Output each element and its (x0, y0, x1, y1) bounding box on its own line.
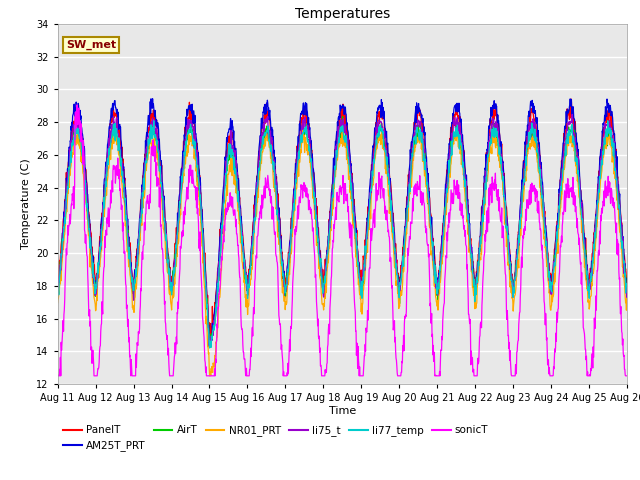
li75_t (207, 344, 214, 350)
li77_temp (604, 118, 612, 124)
Legend: PanelT, AM25T_PRT, AirT, NR01_PRT, li75_t, li77_temp, sonicT: PanelT, AM25T_PRT, AirT, NR01_PRT, li75_… (63, 425, 488, 451)
AirT (180, 165, 188, 171)
sonicT (181, 204, 189, 210)
Title: Temperatures: Temperatures (295, 8, 390, 22)
li77_temp (623, 281, 631, 287)
AM25T_PRT (506, 252, 514, 258)
sonicT (167, 373, 175, 379)
AirT (205, 341, 213, 347)
AM25T_PRT (245, 277, 253, 283)
NR01_PRT (166, 296, 174, 301)
Line: li75_t: li75_t (58, 114, 627, 347)
PanelT (431, 264, 439, 269)
li75_t (568, 111, 576, 117)
li75_t (556, 191, 564, 196)
li77_temp (180, 149, 188, 155)
NR01_PRT (54, 300, 61, 306)
li77_temp (166, 286, 174, 292)
sonicT (73, 102, 81, 108)
AM25T_PRT (556, 177, 564, 183)
AirT (244, 277, 252, 283)
AirT (432, 271, 440, 277)
NR01_PRT (180, 163, 188, 168)
PanelT (180, 142, 188, 148)
Text: SW_met: SW_met (66, 40, 116, 50)
li75_t (431, 273, 439, 278)
NR01_PRT (556, 205, 564, 211)
li77_temp (54, 290, 61, 296)
li75_t (54, 281, 61, 287)
sonicT (506, 357, 513, 363)
PanelT (568, 96, 575, 102)
PanelT (54, 282, 61, 288)
Y-axis label: Temperature (C): Temperature (C) (20, 158, 31, 250)
Line: AirT: AirT (58, 117, 627, 344)
li75_t (180, 155, 188, 160)
li75_t (623, 291, 631, 297)
AM25T_PRT (623, 289, 631, 295)
sonicT (623, 373, 631, 379)
AirT (556, 201, 564, 206)
X-axis label: Time: Time (329, 406, 356, 416)
AM25T_PRT (148, 96, 156, 102)
NR01_PRT (506, 284, 514, 290)
AM25T_PRT (54, 288, 61, 294)
sonicT (431, 372, 439, 378)
PanelT (207, 336, 214, 342)
AirT (506, 267, 514, 273)
Line: sonicT: sonicT (58, 105, 627, 376)
sonicT (54, 373, 61, 379)
PanelT (506, 246, 513, 252)
Line: NR01_PRT: NR01_PRT (58, 130, 627, 376)
AM25T_PRT (432, 273, 440, 279)
PanelT (623, 275, 631, 281)
NR01_PRT (432, 294, 440, 300)
Line: AM25T_PRT: AM25T_PRT (58, 99, 627, 344)
AM25T_PRT (181, 135, 189, 141)
NR01_PRT (299, 127, 307, 133)
li77_temp (556, 194, 564, 200)
Line: li77_temp: li77_temp (58, 121, 627, 348)
NR01_PRT (205, 373, 213, 379)
PanelT (556, 185, 564, 191)
li75_t (166, 287, 174, 292)
AM25T_PRT (207, 341, 214, 347)
PanelT (244, 276, 252, 281)
AM25T_PRT (167, 279, 175, 285)
Line: PanelT: PanelT (58, 99, 627, 339)
li75_t (244, 277, 252, 283)
PanelT (166, 278, 174, 284)
AirT (623, 282, 631, 288)
li77_temp (431, 280, 439, 286)
sonicT (556, 257, 564, 263)
AirT (54, 297, 61, 302)
NR01_PRT (623, 303, 631, 309)
AirT (339, 114, 346, 120)
li77_temp (244, 281, 252, 287)
li75_t (506, 258, 513, 264)
sonicT (244, 373, 252, 379)
NR01_PRT (244, 303, 252, 309)
li77_temp (205, 345, 213, 351)
li77_temp (506, 260, 513, 266)
AirT (166, 281, 174, 287)
